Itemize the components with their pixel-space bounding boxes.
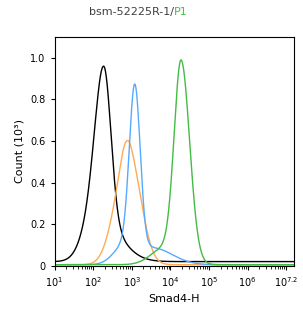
Y-axis label: Count (10³): Count (10³) <box>15 119 25 184</box>
Text: bsm-52225R-1/: bsm-52225R-1/ <box>89 6 174 16</box>
Text: P1: P1 <box>174 6 188 16</box>
X-axis label: Smad4-H: Smad4-H <box>148 294 200 304</box>
